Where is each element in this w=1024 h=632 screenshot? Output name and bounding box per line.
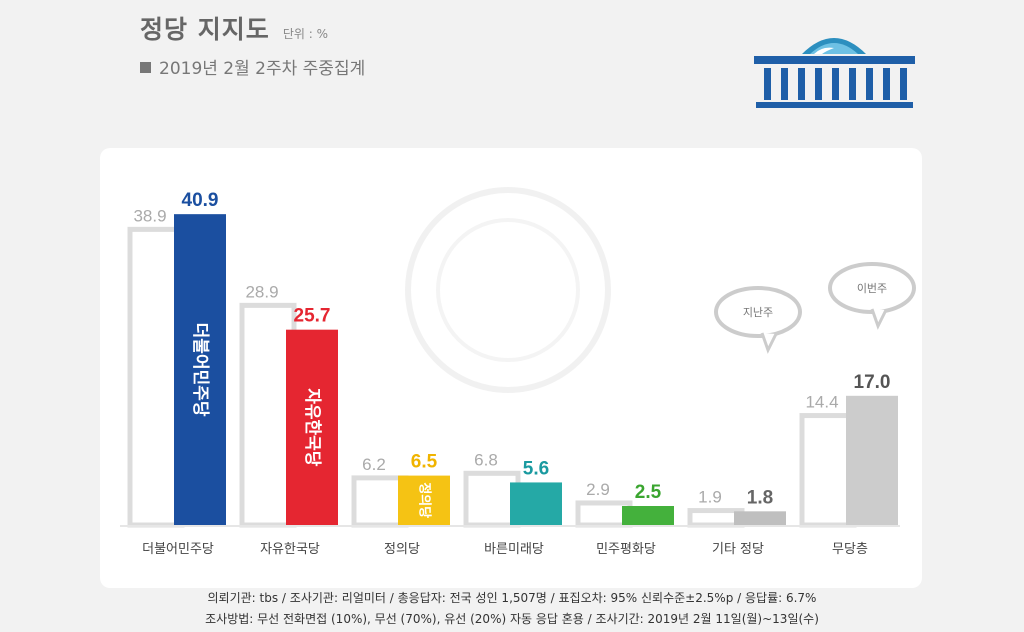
unit-label: 단위 : %: [282, 27, 328, 41]
category-label: 민주평화당: [596, 542, 656, 557]
category-label: 정의당: [384, 542, 420, 557]
data-label-this: 40.9: [182, 190, 219, 211]
data-label-prev: 6.2: [362, 455, 386, 474]
chart-panel: 38.9 40.9 더불어민주당 더불어민주당 28.9 25.7 자유한국당 자유한국당 6.…: [100, 148, 922, 588]
category-label: 무당층: [832, 542, 868, 557]
bar-this-week: [846, 395, 898, 525]
bar-this-week: [398, 475, 450, 525]
data-label-this: 1.8: [747, 487, 773, 508]
legend-bubble-this-week-text: 이번주: [857, 282, 887, 295]
bar-this-week: [510, 482, 562, 525]
data-label-this: 6.5: [411, 452, 438, 473]
data-label-this: 25.7: [294, 306, 331, 327]
bar-party-text: 더불어민주당: [190, 323, 210, 417]
bar-this-week: [622, 506, 674, 525]
category-label: 기타 정당: [712, 542, 764, 557]
footer-line-2: 조사방법: 무선 전화면접 (10%), 무선 (70%), 유선 (20%) …: [205, 612, 819, 626]
data-label-this: 17.0: [854, 372, 891, 393]
category-label: 바른미래당: [484, 542, 544, 557]
category-label: 자유한국당: [260, 542, 320, 557]
data-label-prev: 28.9: [245, 282, 278, 301]
data-label-prev: 6.8: [474, 450, 498, 469]
national-assembly-watermark: [405, 187, 611, 393]
data-label-prev: 1.9: [698, 488, 722, 507]
data-label-prev: 38.9: [133, 206, 166, 225]
legend-bubble-this-week-tail: [870, 308, 888, 330]
legend-bubble-last-week-tail: [760, 332, 778, 354]
bar-party-text: 자유한국당: [302, 388, 322, 467]
bar-this-week: [286, 329, 338, 525]
category-label: 더불어민주당: [142, 542, 214, 557]
subtitle: 2019년 2월 2주차 주중집계: [140, 54, 365, 79]
legend-bubble-last-week-shape: [714, 286, 802, 338]
page-title: 정당 지지도: [140, 15, 270, 44]
bar-chart: 38.940.9더불어민주당더불어민주당28.925.7자유한국당자유한국당6.…: [120, 187, 916, 557]
national-assembly-logo-icon: [754, 38, 915, 108]
data-label-prev: 2.9: [586, 480, 610, 499]
bar-this-week: [174, 214, 226, 525]
bar-this-week: [734, 511, 786, 525]
data-label-prev: 14.4: [805, 393, 838, 412]
legend-bubble-last-week-text: 지난주: [743, 306, 773, 319]
bar-party-text: 정의당: [417, 482, 433, 518]
title-block: 정당 지지도 단위 : %: [140, 10, 328, 46]
footer-line-1: 의뢰기관: tbs / 조사기관: 리얼미터 / 총응답자: 전국 성인 1,5…: [207, 591, 817, 605]
data-label-this: 2.5: [635, 482, 662, 503]
square-bullet-icon: [140, 62, 151, 73]
bar-prev-week: [463, 470, 521, 528]
data-label-this: 5.6: [523, 458, 549, 479]
subtitle-text: 2019년 2월 2주차 주중집계: [159, 59, 366, 79]
